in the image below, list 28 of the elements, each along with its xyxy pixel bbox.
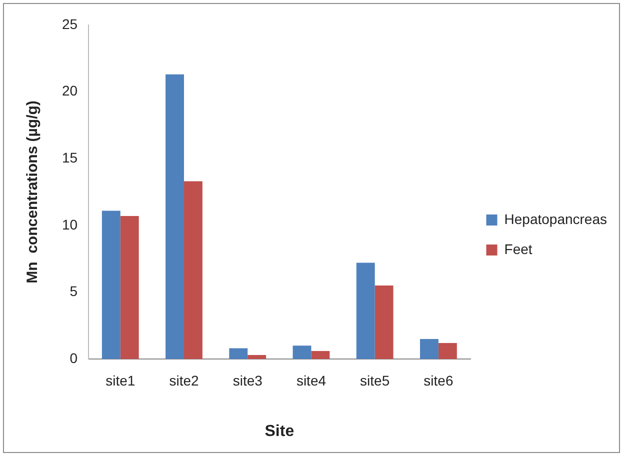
x-tick-label: site5 (360, 372, 390, 388)
legend-label: Feet (504, 240, 532, 257)
legend-label: Hepatopancreas (504, 210, 608, 227)
y-tick-label: 0 (70, 350, 78, 366)
x-tick-label: site3 (232, 372, 263, 388)
bar (420, 338, 438, 359)
y-axis-title: Mn concentrations (µg/g) (24, 100, 42, 284)
bar (311, 350, 330, 359)
bar (102, 210, 120, 359)
y-tick-label: 25 (62, 16, 78, 32)
x-axis-title: Site (264, 422, 294, 440)
y-tick-label: 10 (62, 216, 78, 232)
x-tick-label: site1 (106, 372, 136, 388)
bar (292, 346, 312, 359)
y-tick-label: 15 (62, 149, 78, 166)
bar (120, 216, 139, 359)
bar (374, 286, 394, 359)
bar (248, 354, 266, 359)
x-tick-label: site4 (296, 372, 326, 388)
bar (229, 348, 248, 359)
x-tick-label: site2 (169, 372, 199, 388)
bar (184, 181, 202, 359)
bar (438, 342, 457, 359)
bar (166, 74, 184, 359)
x-tick-label: site6 (424, 372, 454, 388)
y-tick-label: 20 (62, 82, 78, 99)
y-tick-label: 5 (70, 283, 78, 300)
bar (356, 262, 375, 359)
